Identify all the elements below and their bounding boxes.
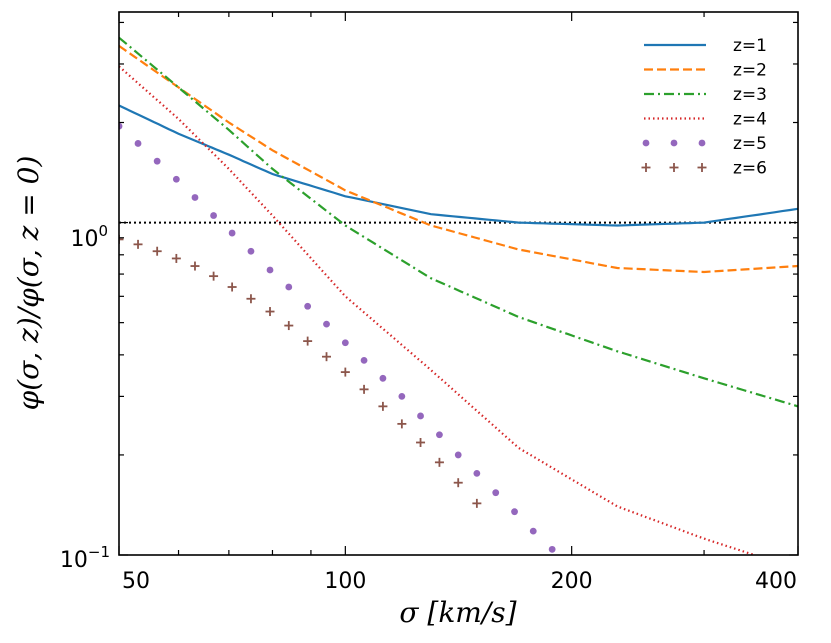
series-z6-point [190, 261, 200, 271]
y-tick-label: 10−1 [60, 543, 110, 573]
series-z6-point [303, 336, 313, 346]
series-z6-point [152, 246, 162, 256]
series-z5-point [134, 140, 142, 147]
legend-marker [642, 139, 650, 147]
series-z3-line [119, 36, 798, 408]
series-z5-point [454, 451, 462, 459]
series-z6-point [472, 498, 482, 508]
series-z5-point [360, 356, 368, 364]
series-z6-point [209, 271, 219, 281]
legend-item-z3: z=3 [644, 85, 767, 105]
legend-marker [697, 163, 707, 172]
legend-label: z=5 [733, 134, 767, 154]
legend-item-z2: z=2 [644, 61, 767, 81]
series-z6-point [453, 478, 463, 488]
legend-label: z=3 [733, 85, 767, 105]
legend-item-z5: z=5 [642, 134, 767, 154]
y-tick-exponent: 0 [98, 222, 108, 240]
y-axis-label: φ(σ, z)/φ(σ, z = 0) [12, 156, 45, 411]
series-z5-point [511, 508, 518, 516]
legend: z=1 z=2 z=3 z=4 z=5 z=6 [641, 36, 767, 179]
ticks-layer [118, 12, 799, 556]
series-z6-point [416, 437, 426, 447]
series-z6-point [284, 321, 294, 331]
legend-label: z=4 [733, 110, 767, 130]
series-z6-point [378, 401, 388, 411]
series-layer [119, 36, 798, 555]
legend-label: z=2 [733, 61, 767, 81]
legend-label: z=6 [733, 159, 767, 179]
x-tick-label: 400 [755, 569, 797, 594]
series-z6-point [119, 234, 124, 244]
y-tick-label: 100 [70, 222, 108, 252]
series-z2-line [119, 44, 798, 274]
series-z5-point [153, 157, 161, 165]
legend-marker [698, 139, 706, 147]
legend-marker [670, 139, 678, 147]
series-z5-point [529, 527, 537, 535]
series-z5-point [323, 320, 330, 328]
x-tick-label: 50 [122, 569, 150, 594]
series-z5-point [228, 229, 236, 237]
series-z5-point [172, 175, 180, 183]
series-z6-point [322, 352, 332, 362]
series-z5-point [247, 247, 255, 255]
legend-marker [641, 163, 651, 172]
legend-item-z1: z=1 [644, 36, 767, 56]
series-z5-point [436, 431, 443, 439]
series-z5-point [379, 374, 387, 382]
series-z5-point [285, 283, 293, 291]
y-tick-exponent: −1 [88, 543, 110, 561]
series-z5-point [304, 302, 312, 310]
x-tick-label: 200 [551, 569, 593, 594]
series-z6-point [397, 419, 407, 429]
series-z5-point [417, 412, 424, 420]
series-z5-point [548, 545, 556, 553]
series-z6-point [133, 239, 143, 249]
series-z6-point [227, 282, 237, 292]
series-z6-point [434, 457, 444, 467]
series-z5-point [341, 339, 349, 347]
series-z5-point [473, 469, 481, 477]
x-axis-label: σ [km/s] [399, 596, 516, 629]
series-z5-point [266, 266, 274, 274]
plot-frame [118, 11, 799, 556]
x-tick-label: 100 [324, 569, 366, 594]
series-z5-point [492, 489, 500, 497]
series-z6-point [246, 294, 256, 304]
series-z5-point [398, 392, 406, 400]
series-z1-line [119, 104, 798, 227]
series-z5-point [191, 194, 199, 201]
legend-item-z6: z=6 [641, 159, 767, 179]
plot-area [119, 12, 798, 555]
series-z6-point [265, 307, 275, 317]
series-z6-point [340, 367, 350, 377]
legend-label: z=1 [733, 36, 767, 56]
series-z6-point [359, 384, 369, 394]
y-tick-base: 10 [60, 548, 88, 573]
series-z6-point [171, 253, 181, 263]
legend-marker [669, 163, 679, 172]
legend-item-z4: z=4 [644, 110, 767, 130]
series-z5-point [119, 122, 123, 130]
tick-labels: 50 100 200 400 100 10−1 [60, 222, 797, 594]
y-tick-base: 10 [70, 227, 98, 252]
series-z5-point [210, 212, 217, 219]
